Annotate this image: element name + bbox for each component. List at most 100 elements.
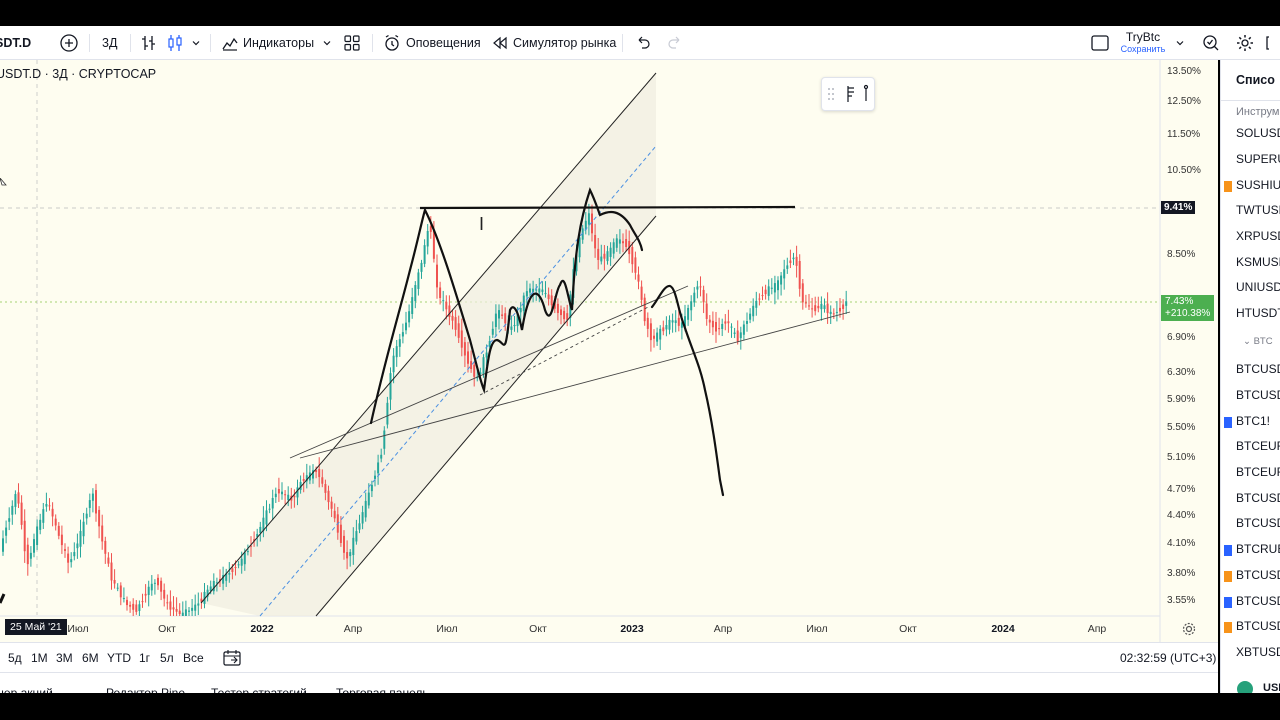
watchlist-item[interactable]: SUSHIUS	[1236, 178, 1280, 192]
timeframe-button[interactable]: 5л	[160, 651, 174, 665]
watchlist-flag-icon[interactable]	[1224, 417, 1232, 428]
candle-body	[389, 373, 392, 400]
clock[interactable]: 02:32:59 (UTC+3)	[1120, 651, 1217, 665]
watchlist-item[interactable]: BTCUSD	[1236, 619, 1280, 633]
watchlist-flag-icon[interactable]	[1224, 571, 1232, 582]
price-chart[interactable]	[0, 60, 1218, 642]
watchlist-item[interactable]: XBTUSD.	[1236, 645, 1280, 659]
candle-body	[104, 540, 107, 554]
layout-dropdown[interactable]	[1175, 26, 1185, 59]
replay-button[interactable]: Симулятор рынка	[492, 26, 616, 59]
date-range-button[interactable]	[222, 649, 242, 672]
watchlist-item[interactable]: KSMUSD	[1236, 255, 1280, 269]
watchlist-item[interactable]: BTCUSD.	[1236, 516, 1280, 530]
fullscreen-button[interactable]	[1266, 26, 1280, 59]
date-tick-label: Апр	[1087, 623, 1107, 635]
redo-button[interactable]	[666, 26, 684, 59]
watchlist-item[interactable]: BTCEUR	[1236, 465, 1280, 479]
timeframe-button[interactable]: Все	[183, 651, 204, 665]
drawing-toolbar-icons	[828, 84, 869, 102]
candle-body	[479, 372, 482, 374]
candle-body	[88, 500, 91, 508]
candle-body	[835, 311, 838, 313]
candle-body	[141, 601, 144, 603]
quick-search-button[interactable]	[1201, 26, 1221, 59]
candle-body	[157, 577, 159, 586]
timeframe-button[interactable]: 1г	[139, 651, 151, 665]
timeframe-button[interactable]: 6М	[82, 651, 99, 665]
watchlist-symbol: BTCUSD	[1236, 619, 1280, 633]
panel-tab[interactable]: Редактор Pine	[106, 686, 186, 694]
candle-body	[829, 311, 832, 314]
axis-settings-button[interactable]	[1181, 621, 1197, 642]
chart-area[interactable]: USDT.D · 3Д · CRYPTOCAP 13.50% 12.50% 11.5…	[0, 60, 1218, 642]
watchlist-flag-icon[interactable]	[1224, 622, 1232, 633]
watchlist-item[interactable]: TWTUSD	[1236, 203, 1280, 217]
undo-button[interactable]	[634, 26, 652, 59]
level-badge: 9.41%	[1161, 201, 1196, 214]
watchlist-item[interactable]: BTCUSD	[1236, 568, 1280, 582]
watchlist-item[interactable]: HTUSDT	[1236, 306, 1280, 320]
panel-tab[interactable]: Тестер стратегий	[211, 686, 307, 694]
watchlist-item[interactable]: SOLUSD	[1236, 126, 1280, 140]
watchlist-item[interactable]: BTCUSD	[1236, 388, 1280, 402]
layout-save-button[interactable]: TryBtc Сохранить	[1118, 26, 1168, 59]
indicators-dropdown[interactable]	[322, 26, 332, 59]
interval-label: 3Д	[102, 35, 118, 50]
timeframe-button[interactable]: 3М	[56, 651, 73, 665]
date-tick-label: Окт	[158, 623, 176, 635]
candle-body	[119, 585, 122, 598]
layout-toggle[interactable]	[1090, 26, 1110, 59]
bar-style-button[interactable]	[140, 26, 158, 59]
candle-body	[789, 260, 792, 264]
watchlist-flag-icon[interactable]	[1224, 545, 1232, 556]
watchlist-item[interactable]: BTC1!	[1236, 414, 1270, 428]
add-symbol-button[interactable]	[58, 26, 80, 59]
chart-type-dropdown[interactable]	[191, 26, 201, 59]
candle-body	[79, 530, 82, 547]
watchlist-flag-icon[interactable]	[1224, 597, 1232, 608]
watchlist-item[interactable]: UNIUSD	[1236, 280, 1280, 294]
candle-body	[532, 288, 535, 293]
panel-tab[interactable]: Скринер акций	[0, 686, 53, 694]
price-tick-label: 4.40%	[1167, 510, 1196, 521]
candle-body	[432, 231, 435, 259]
timeframe-button[interactable]: 5д	[8, 651, 22, 665]
watchlist-symbol: BTCEUR	[1236, 465, 1280, 479]
watchlist-item[interactable]: BTCUSDT	[1236, 594, 1280, 608]
watchlist-title[interactable]: Списо ⌄	[1236, 73, 1280, 87]
candle-body	[194, 604, 197, 611]
candle-body	[305, 475, 308, 482]
candles-style-button[interactable]	[166, 26, 184, 59]
candle-body	[191, 607, 194, 611]
candle-body	[498, 310, 500, 319]
watchlist-item[interactable]: SUPERUS	[1236, 152, 1280, 166]
candle-body	[674, 320, 677, 323]
interval-button[interactable]: 3Д	[102, 26, 117, 59]
price-tick-label: 6.30%	[1167, 367, 1196, 378]
watchlist-item[interactable]: BTCUSD	[1236, 362, 1280, 376]
price-tick-label: 13.50%	[1167, 66, 1201, 77]
candle-body	[259, 526, 262, 533]
panel-tab[interactable]: Торговая панель	[336, 686, 429, 694]
timeframe-button[interactable]: 1М	[31, 651, 48, 665]
watchlist-item[interactable]: BTCEUR	[1236, 439, 1280, 453]
candle-body	[795, 256, 798, 266]
bars-icon	[142, 35, 155, 50]
templates-button[interactable]	[343, 26, 361, 59]
watchlist-item[interactable]: XRPUSD	[1236, 229, 1280, 243]
indicators-button[interactable]: Индикаторы	[221, 26, 314, 59]
settings-button[interactable]	[1235, 26, 1255, 59]
watchlist-symbol: SUPERUS	[1236, 152, 1280, 166]
watchlist-flag-icon[interactable]	[1224, 181, 1232, 192]
alerts-button[interactable]: Оповещения	[382, 26, 481, 59]
watchlist-group-header[interactable]: ⌄ BTC	[1243, 336, 1273, 347]
timeframe-button[interactable]: YTD	[107, 651, 131, 665]
candle-body	[333, 510, 336, 519]
candle-body	[690, 301, 693, 311]
candle-body	[73, 552, 76, 557]
symbol-search-button[interactable]: USDT.D	[0, 26, 31, 59]
layout-name: TryBtc	[1125, 30, 1161, 44]
watchlist-item[interactable]: BTCUSD.	[1236, 491, 1280, 505]
